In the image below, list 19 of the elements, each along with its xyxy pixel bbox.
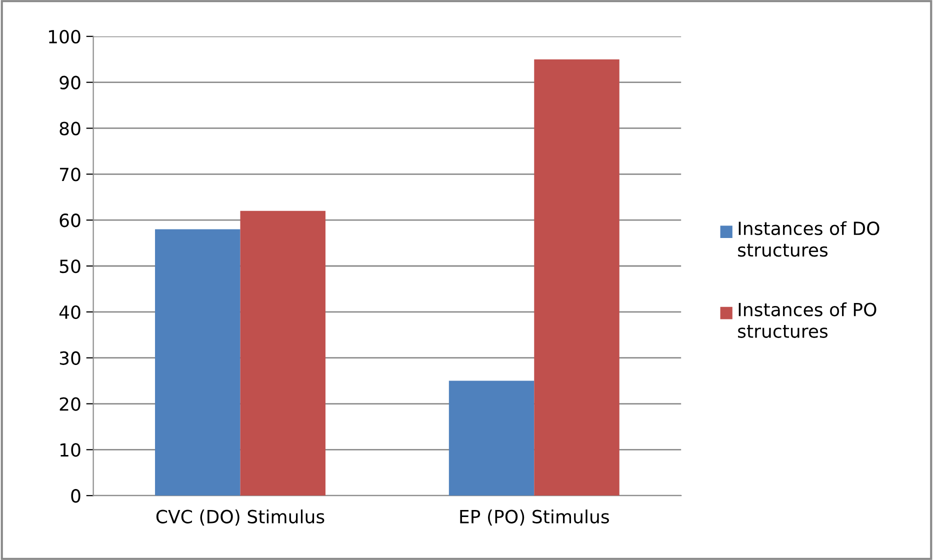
x-tick-label: CVC (DO) Stimulus (156, 509, 324, 526)
y-tick-label: 0 (71, 489, 80, 503)
bar (534, 59, 620, 496)
legend-label: Instances of DO structures (738, 221, 880, 257)
bar (155, 229, 240, 496)
y-tick-label: 80 (60, 122, 80, 136)
bar (448, 380, 534, 496)
y-tick-label: 10 (60, 443, 80, 457)
x-tick-label: EP (PO) Stimulus (460, 509, 609, 526)
y-tick-label: 90 (60, 76, 80, 90)
bar (240, 210, 326, 496)
y-tick-label: 70 (60, 168, 80, 182)
legend-label: Instances of PO structures (738, 302, 876, 338)
y-tick-label: 20 (60, 397, 80, 411)
y-tick-label: 50 (60, 259, 80, 274)
y-tick-label: 100 (49, 30, 80, 44)
y-tick-label: 60 (60, 214, 80, 228)
y-tick-label: 30 (60, 351, 80, 365)
y-tick-label: 40 (59, 305, 80, 320)
